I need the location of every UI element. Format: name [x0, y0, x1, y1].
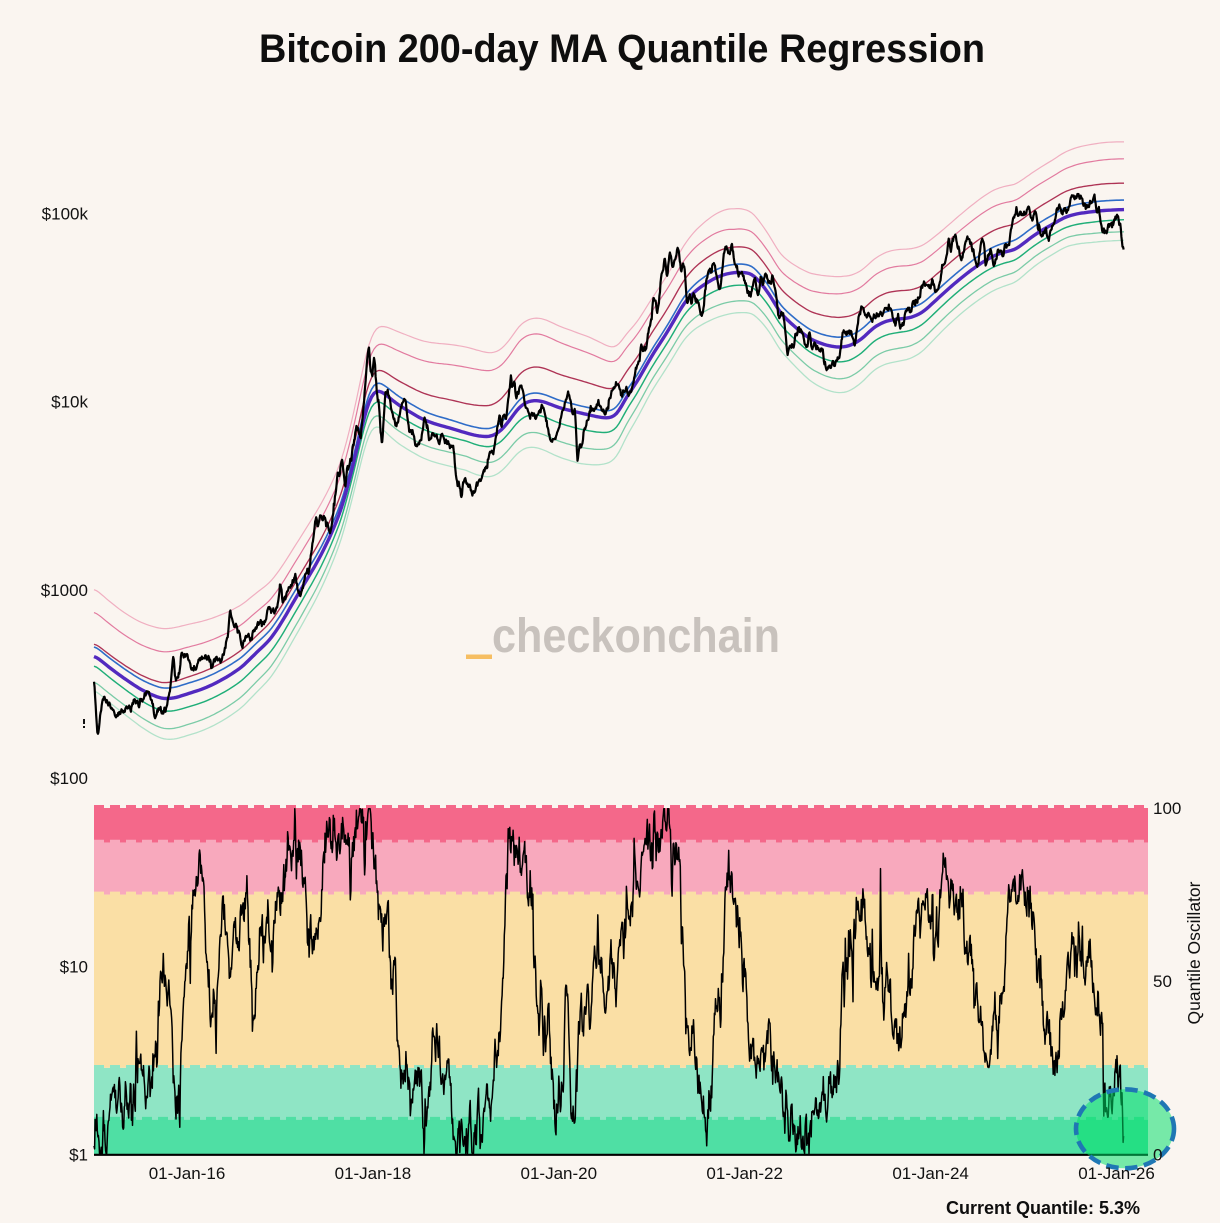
- svg-text:01-Jan-24: 01-Jan-24: [892, 1164, 969, 1183]
- svg-text:$1000: $1000: [41, 581, 88, 600]
- svg-text:100: 100: [1153, 799, 1181, 818]
- svg-text:01-Jan-18: 01-Jan-18: [335, 1164, 412, 1183]
- svg-text:$10k: $10k: [51, 393, 88, 412]
- svg-text:$100: $100: [50, 769, 88, 788]
- svg-text:$1: $1: [69, 1146, 88, 1165]
- svg-text:01-Jan-22: 01-Jan-22: [706, 1164, 783, 1183]
- svg-text:01-Jan-16: 01-Jan-16: [149, 1164, 226, 1183]
- svg-text:checkonchain: checkonchain: [492, 610, 780, 663]
- svg-text:01-Jan-26: 01-Jan-26: [1078, 1164, 1155, 1183]
- svg-text:$100k: $100k: [42, 205, 89, 224]
- svg-text:$10: $10: [60, 957, 88, 976]
- svg-text:Bitcoin 200-day MA Quantile Re: Bitcoin 200-day MA Quantile Regression: [259, 27, 985, 71]
- svg-text:0: 0: [1153, 1146, 1162, 1165]
- svg-text:Current Quantile: 5.3%: Current Quantile: 5.3%: [946, 1198, 1140, 1218]
- svg-text:50: 50: [1153, 972, 1172, 991]
- svg-text:01-Jan-20: 01-Jan-20: [521, 1164, 598, 1183]
- svg-text:Quantile Oscillator: Quantile Oscillator: [1184, 881, 1204, 1024]
